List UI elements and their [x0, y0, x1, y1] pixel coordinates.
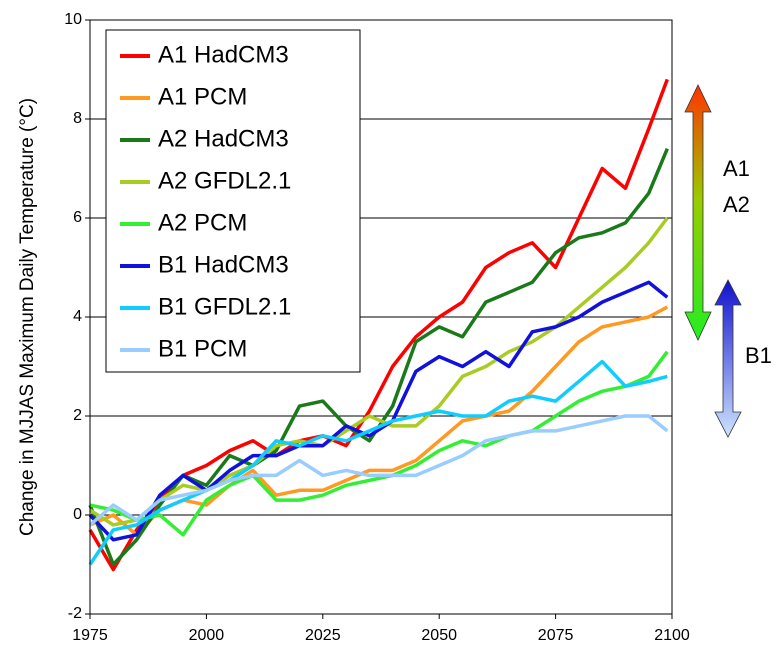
legend-label: B1 GFDL2.1	[158, 293, 291, 320]
legend-label: A1 HadCM3	[158, 41, 289, 68]
series-line	[89, 305, 669, 537]
y-axis-label: Change in MJJAS Maximum Daily Temperatur…	[17, 98, 38, 536]
y-tick-label: 8	[73, 110, 82, 127]
x-tick-label: 2100	[654, 627, 690, 644]
y-tick-label: 6	[73, 209, 82, 226]
y-tick-label: 10	[64, 11, 82, 28]
annotation: B1	[745, 343, 772, 368]
y-tick-label: 0	[73, 506, 82, 523]
series-line	[89, 350, 669, 537]
series-line	[88, 280, 669, 542]
x-tick-label: 2025	[305, 627, 341, 644]
x-tick-label: 1975	[72, 627, 108, 644]
legend-label: A1 PCM	[158, 83, 247, 110]
x-tick-label: 2000	[189, 627, 225, 644]
annotation: A1	[723, 156, 750, 181]
x-tick-label: 2050	[421, 627, 457, 644]
legend-label: B1 PCM	[158, 335, 247, 362]
series-line	[88, 414, 669, 527]
legend-label: B1 HadCM3	[158, 251, 289, 278]
series-line	[89, 216, 669, 527]
series-line	[88, 359, 668, 566]
annotation: A2	[723, 192, 750, 217]
arrow-b	[714, 279, 742, 438]
legend-label: A2 HadCM3	[158, 125, 289, 152]
legend-label: A2 PCM	[158, 209, 247, 236]
x-tick-label: 2075	[538, 627, 574, 644]
legend-label: A2 GFDL2.1	[158, 167, 291, 194]
plot-frame	[89, 19, 673, 615]
arrow-a	[684, 84, 712, 341]
legend-box	[105, 29, 361, 373]
y-tick-label: 2	[73, 407, 82, 424]
y-tick-label: -2	[68, 605, 82, 622]
y-tick-label: 4	[73, 308, 82, 325]
series-line	[88, 78, 669, 572]
